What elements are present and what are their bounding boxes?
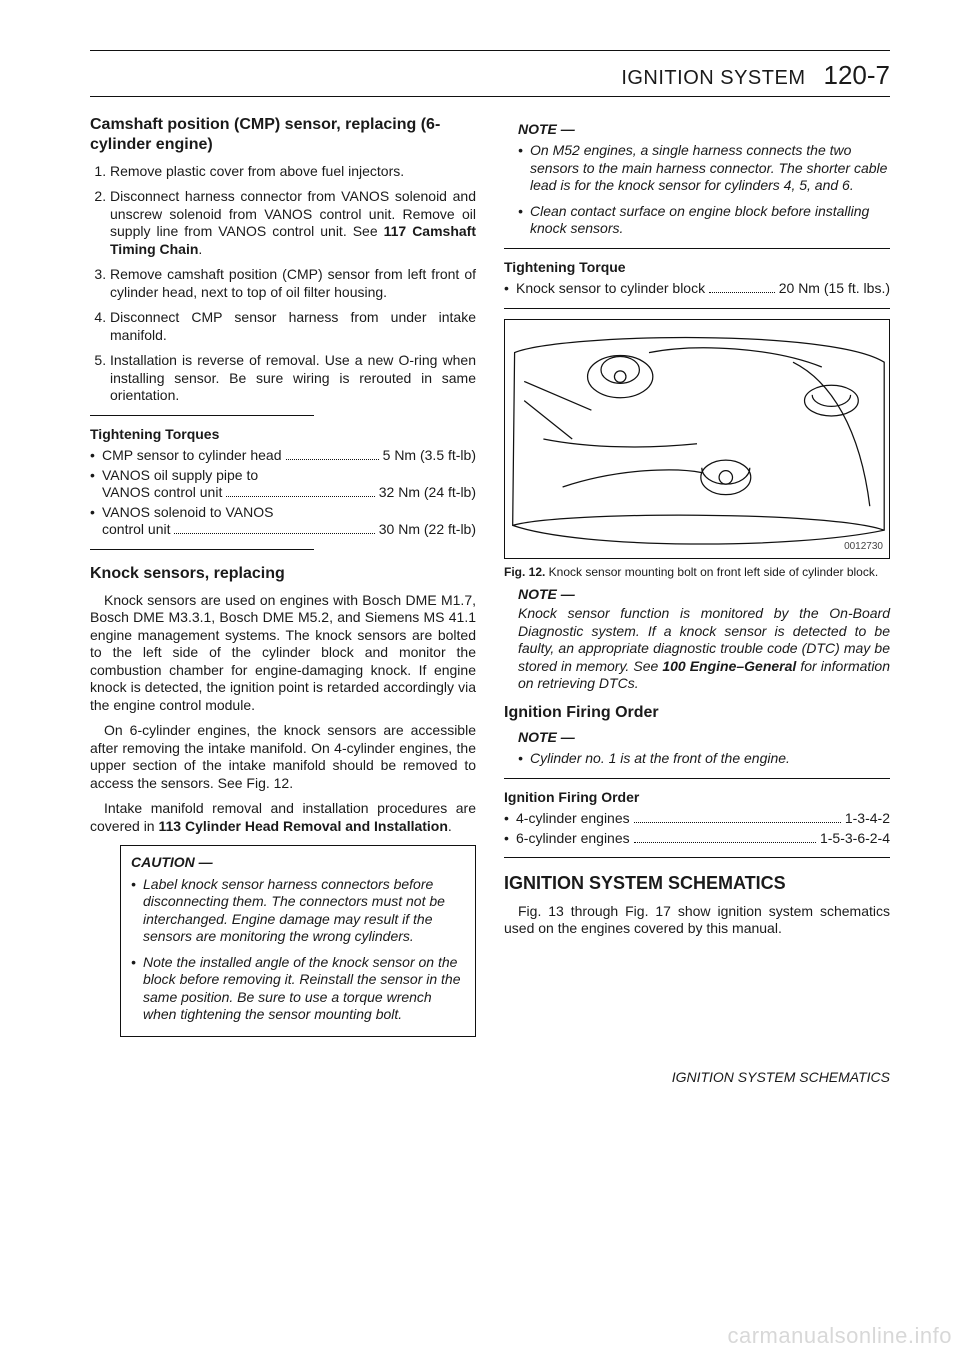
torque-row: Knock sensor to cylinder block 20 Nm (15…	[504, 280, 890, 298]
note-block-2: NOTE — Knock sensor function is monitore…	[518, 586, 890, 693]
footer-section-tag: IGNITION SYSTEM SCHEMATICS	[672, 1069, 890, 1087]
note-block-3: NOTE — Cylinder no. 1 is at the front of…	[518, 729, 890, 768]
rule	[90, 415, 314, 416]
leader-dots	[709, 282, 775, 293]
note-heading: NOTE —	[518, 586, 890, 604]
caution-heading: CAUTION —	[131, 854, 465, 872]
right-column: NOTE — On M52 engines, a single harness …	[504, 115, 890, 1047]
firing-label: 4-cylinder engines	[516, 810, 630, 828]
torque-row: CMP sensor to cylinder head 5 Nm (3.5 ft…	[90, 447, 476, 465]
schematics-para: Fig. 13 through Fig. 17 show ignition sy…	[504, 903, 890, 938]
heading-knock-sensors: Knock sensors, replacing	[90, 564, 476, 584]
watermark: carmanualsonline.info	[727, 1322, 952, 1350]
torque-label: CMP sensor to cylinder head	[102, 447, 282, 465]
figure-caption-text: Knock sensor mounting bolt on front left…	[545, 565, 878, 579]
step-5: Installation is reverse of removal. Use …	[110, 352, 476, 405]
torque-label: control unit	[102, 521, 170, 539]
note-heading: NOTE —	[518, 121, 890, 139]
page-header: IGNITION SYSTEM 120-7	[90, 53, 890, 96]
torque-label: VANOS control unit	[102, 484, 222, 502]
page-number: 120-7	[824, 59, 891, 92]
figure-caption: Fig. 12. Knock sensor mounting bolt on f…	[504, 565, 890, 580]
heading-cmp-sensor: Camshaft position (CMP) sensor, replacin…	[90, 115, 476, 155]
firing-value: 1-5-3-6-2-4	[820, 830, 890, 848]
torque-value: 30 Nm (22 ft-lb)	[379, 521, 476, 539]
step-2: Disconnect harness connector from VANOS …	[110, 188, 476, 258]
note-list: On M52 engines, a single harness connect…	[518, 142, 890, 238]
torque-row: VANOS solenoid to VANOS control unit 30 …	[90, 504, 476, 539]
rule	[504, 857, 890, 858]
heading-firing-order: Ignition Firing Order	[504, 703, 890, 723]
figure-number: Fig. 12.	[504, 565, 545, 579]
torque-list-left: CMP sensor to cylinder head 5 Nm (3.5 ft…	[90, 447, 476, 539]
note-block-1: NOTE — On M52 engines, a single harness …	[518, 121, 890, 238]
rule	[90, 549, 314, 550]
knock-para-1: Knock sensors are used on engines with B…	[90, 592, 476, 715]
note-item: Clean contact surface on engine block be…	[518, 203, 890, 238]
step-3: Remove camshaft position (CMP) sensor fr…	[110, 266, 476, 301]
firing-value: 1-3-4-2	[845, 810, 890, 828]
header-rule-top	[90, 50, 890, 51]
left-column: Camshaft position (CMP) sensor, replacin…	[90, 115, 476, 1047]
leader-dots	[634, 812, 841, 823]
heading-schematics: IGNITION SYSTEM SCHEMATICS	[504, 872, 890, 895]
note-body: Knock sensor function is monitored by th…	[518, 605, 890, 693]
torque-value: 32 Nm (24 ft-lb)	[379, 484, 476, 502]
step-1: Remove plastic cover from above fuel inj…	[110, 163, 476, 181]
cmp-steps: Remove plastic cover from above fuel inj…	[90, 163, 476, 405]
firing-label: 6-cylinder engines	[516, 830, 630, 848]
leader-dots	[226, 486, 374, 497]
leader-dots	[286, 449, 379, 460]
knock-para-3: Intake manifold removal and installation…	[90, 800, 476, 835]
torque-value: 20 Nm (15 ft. lbs.)	[779, 280, 890, 298]
note-heading: NOTE —	[518, 729, 890, 747]
knock-para-2: On 6-cylinder engines, the knock sensors…	[90, 722, 476, 792]
engine-block-illustration	[505, 320, 889, 558]
torque-list-right: Knock sensor to cylinder block 20 Nm (15…	[504, 280, 890, 298]
firing-order-heading: Ignition Firing Order	[504, 789, 890, 807]
tightening-torques-heading: Tightening Torques	[90, 426, 476, 444]
note-item: Cylinder no. 1 is at the front of the en…	[518, 750, 890, 768]
figure-12: 0012730	[504, 319, 890, 559]
note-item: On M52 engines, a single harness connect…	[518, 142, 890, 195]
firing-order-list: 4-cylinder engines 1-3-4-2 6-cylinder en…	[504, 810, 890, 847]
tightening-torque-heading: Tightening Torque	[504, 259, 890, 277]
page: IGNITION SYSTEM 120-7 Camshaft position …	[90, 50, 890, 1047]
firing-row: 4-cylinder engines 1-3-4-2	[504, 810, 890, 828]
torque-label: Knock sensor to cylinder block	[516, 280, 705, 298]
two-column-layout: Camshaft position (CMP) sensor, replacin…	[90, 115, 890, 1047]
rule	[504, 778, 890, 779]
figure-id: 0012730	[844, 541, 883, 554]
caution-box: CAUTION — Label knock sensor harness con…	[120, 845, 476, 1037]
rule	[504, 248, 890, 249]
torque-row: VANOS oil supply pipe to VANOS control u…	[90, 467, 476, 502]
caution-item: Label knock sensor harness connectors be…	[131, 876, 465, 946]
note-list: Cylinder no. 1 is at the front of the en…	[518, 750, 890, 768]
leader-dots	[634, 831, 816, 842]
step-4: Disconnect CMP sensor harness from under…	[110, 309, 476, 344]
caution-list: Label knock sensor harness connectors be…	[131, 876, 465, 1024]
leader-dots	[174, 523, 374, 534]
rule	[504, 308, 890, 309]
firing-row: 6-cylinder engines 1-5-3-6-2-4	[504, 830, 890, 848]
header-rule-bottom	[90, 96, 890, 97]
caution-item: Note the installed angle of the knock se…	[131, 954, 465, 1024]
torque-value: 5 Nm (3.5 ft-lb)	[383, 447, 476, 465]
section-title: IGNITION SYSTEM	[621, 66, 805, 91]
